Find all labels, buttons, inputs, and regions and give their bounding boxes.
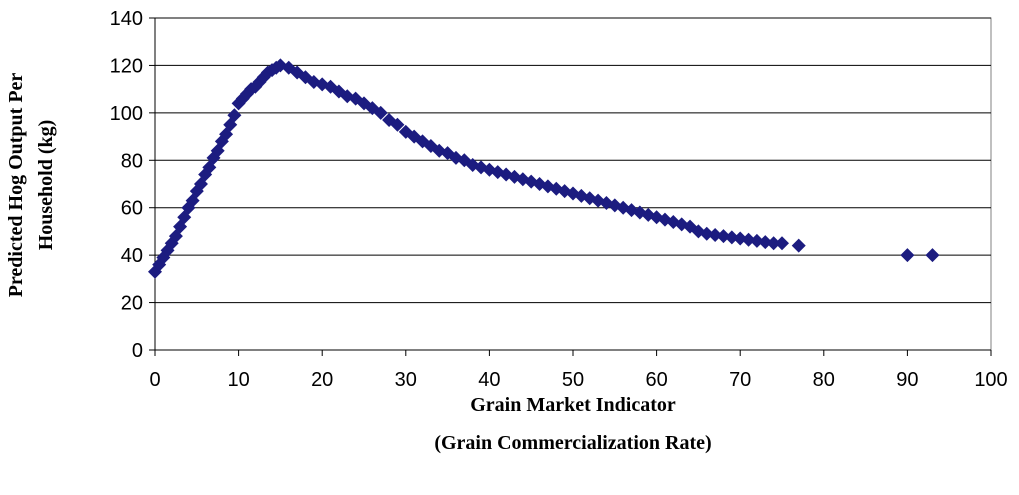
point bbox=[373, 105, 388, 120]
point bbox=[775, 236, 789, 251]
point bbox=[925, 248, 940, 263]
point bbox=[791, 238, 806, 253]
point bbox=[699, 226, 714, 241]
y-axis-title: Predicted Hog Output Per bbox=[5, 73, 27, 298]
y-tick-label: 80 bbox=[121, 150, 143, 172]
y-tick-label: 120 bbox=[110, 55, 143, 77]
x-tick-label: 90 bbox=[896, 369, 918, 391]
point bbox=[733, 231, 748, 246]
x-tick-label: 60 bbox=[645, 369, 667, 391]
x-tick-label: 30 bbox=[395, 369, 417, 391]
point bbox=[758, 235, 773, 250]
x-tick-label: 0 bbox=[149, 369, 160, 391]
x-tick-label: 40 bbox=[478, 369, 500, 391]
y-tick-label: 100 bbox=[110, 103, 143, 125]
point bbox=[900, 248, 915, 263]
y-tick-label: 20 bbox=[121, 293, 143, 315]
point bbox=[227, 108, 242, 123]
x-axis-title: Grain Market Indicator bbox=[470, 394, 676, 416]
point bbox=[766, 236, 781, 251]
point bbox=[708, 227, 723, 242]
point bbox=[724, 230, 739, 245]
x-tick-label: 80 bbox=[813, 369, 835, 391]
x-axis-title: (Grain Commercialization Rate) bbox=[434, 432, 711, 454]
x-tick-label: 20 bbox=[311, 369, 333, 391]
point bbox=[749, 233, 764, 248]
x-tick-label: 100 bbox=[974, 369, 1007, 391]
point bbox=[741, 232, 756, 247]
point bbox=[716, 229, 731, 244]
y-tick-label: 60 bbox=[121, 198, 143, 220]
y-tick-label: 40 bbox=[121, 245, 143, 267]
x-tick-label: 50 bbox=[562, 369, 584, 391]
y-tick-label: 0 bbox=[132, 340, 143, 362]
x-tick-label: 70 bbox=[729, 369, 751, 391]
y-tick-label: 140 bbox=[110, 8, 143, 30]
point bbox=[390, 117, 405, 132]
x-tick-label: 10 bbox=[227, 369, 249, 391]
y-axis-title: Household (kg) bbox=[35, 120, 57, 251]
